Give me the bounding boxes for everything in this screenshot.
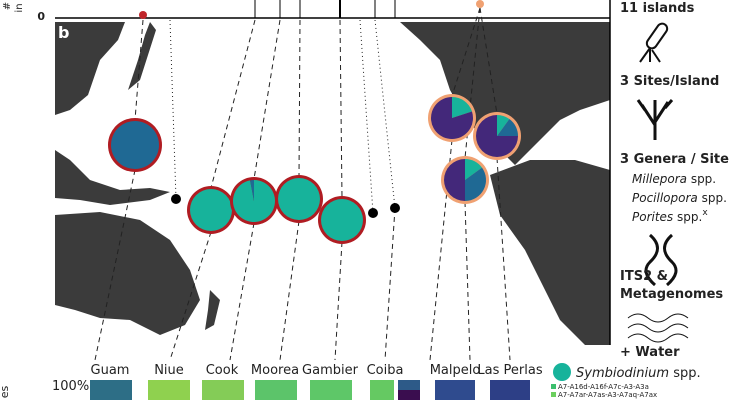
island-label: Guam <box>91 363 130 378</box>
pie-slice <box>452 97 472 118</box>
top-bars <box>254 0 396 18</box>
panel-letter: b <box>58 23 69 42</box>
site-dot <box>139 11 147 19</box>
dotted-lines <box>169 19 396 214</box>
island-label: Gambier <box>302 363 359 378</box>
genus-suffix: spp. <box>702 191 727 205</box>
genus-suffix: spp. <box>677 210 702 224</box>
icon-dna <box>644 233 678 287</box>
genus-name: Millepora <box>632 172 687 186</box>
pie-slice <box>497 115 510 136</box>
map <box>55 22 610 345</box>
genus-mark: x <box>702 208 708 218</box>
pie-slice <box>250 180 254 201</box>
pie-slice <box>476 115 518 157</box>
pie-slice <box>278 178 320 220</box>
top-strip <box>55 0 610 20</box>
pie-slice <box>465 159 482 180</box>
pies <box>108 94 521 244</box>
genus: Pocillopora spp. <box>632 191 727 205</box>
legend-swatch <box>551 384 556 389</box>
axis-fragment: es <box>0 385 11 398</box>
side-text: 3 Genera / Site <box>620 152 729 167</box>
panel-letter: c <box>55 325 64 344</box>
genus-name: Pocillopora <box>632 191 698 205</box>
percent-label: 100% <box>52 379 89 394</box>
island-label: Moorea <box>251 363 299 378</box>
legend-suffix: spp. <box>673 366 700 381</box>
side-text: ITS2 & <box>620 269 668 284</box>
legend-profile: A7-A7ar-A7as-A3-A7aq-A7ax <box>558 391 657 399</box>
genera: Millepora spp.Pocillopora spp.Porites sp… <box>632 172 727 224</box>
legend-profile: A7-A16d-A16f-A7c-A3-A3a <box>558 383 649 391</box>
pie-slice <box>444 159 465 201</box>
legend-swatch <box>551 392 556 397</box>
pie-slice <box>430 97 473 140</box>
icon-waves <box>627 313 689 343</box>
leader-lines <box>94 7 511 361</box>
icon-tube <box>639 22 669 63</box>
side-text: 11 islands <box>620 1 695 16</box>
island-label: Niue <box>154 363 184 378</box>
legend-dot <box>553 363 571 381</box>
genus: Porites spp.x <box>632 208 708 224</box>
island-label: Las Perlas <box>477 363 542 378</box>
bottom-bars <box>90 380 530 400</box>
legend-genus: Symbiodinium <box>576 366 669 381</box>
side-text: Metagenomes <box>620 287 723 302</box>
pie-slice <box>190 189 232 231</box>
icon-coral <box>636 99 674 140</box>
pie-slice <box>111 121 159 169</box>
axis-fragment: # <box>2 2 13 10</box>
genus: Millepora spp. <box>632 172 716 186</box>
island-labels: Guam Niue Cook Moorea Gambier Coiba MalpeloLas… <box>91 363 543 378</box>
axis-zero: 0 <box>37 10 45 23</box>
island-label: Cook <box>206 363 239 378</box>
pie-slice <box>321 199 363 241</box>
genus-name: Porites <box>632 210 673 224</box>
side-text: + Water <box>620 345 680 360</box>
genus-suffix: spp. <box>691 172 716 186</box>
island-label: Malpelo <box>430 363 481 378</box>
black-dots <box>171 194 400 218</box>
pie-slice <box>465 167 486 201</box>
axis-fragment: in <box>14 3 25 12</box>
island-label: Coiba <box>367 363 404 378</box>
side-text: 3 Sites/Island <box>620 74 719 89</box>
pie-slice <box>497 119 518 136</box>
site-dot <box>476 0 484 8</box>
legend-title: Symbiodinium spp. <box>576 366 701 381</box>
